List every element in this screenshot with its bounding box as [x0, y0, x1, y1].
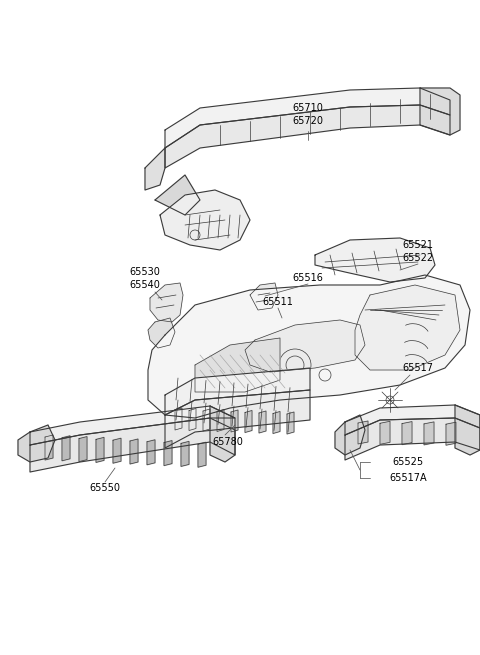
Text: 65525: 65525: [393, 457, 423, 467]
Polygon shape: [259, 411, 266, 433]
Polygon shape: [217, 409, 224, 432]
Polygon shape: [315, 238, 435, 282]
Polygon shape: [287, 412, 294, 434]
Polygon shape: [355, 285, 460, 370]
Polygon shape: [402, 422, 412, 445]
Polygon shape: [165, 390, 310, 448]
Polygon shape: [164, 441, 172, 466]
Text: 65720: 65720: [292, 116, 324, 126]
Text: 65517: 65517: [403, 363, 433, 373]
Text: 65517A: 65517A: [389, 473, 427, 483]
Polygon shape: [203, 409, 210, 431]
Polygon shape: [195, 338, 280, 392]
Polygon shape: [45, 435, 53, 460]
Polygon shape: [96, 438, 104, 462]
Polygon shape: [231, 410, 238, 432]
Polygon shape: [273, 411, 280, 434]
Polygon shape: [245, 320, 365, 372]
Polygon shape: [30, 406, 235, 445]
Polygon shape: [181, 441, 189, 466]
Polygon shape: [380, 421, 390, 444]
Text: 65550: 65550: [89, 483, 120, 493]
Polygon shape: [446, 422, 456, 445]
Text: 65780: 65780: [213, 437, 243, 447]
Polygon shape: [198, 442, 206, 467]
Polygon shape: [189, 409, 196, 430]
Text: 65522: 65522: [402, 253, 433, 263]
Text: 65540: 65540: [130, 280, 160, 290]
Polygon shape: [147, 440, 155, 465]
Polygon shape: [145, 148, 165, 190]
Text: 65511: 65511: [263, 297, 293, 307]
Polygon shape: [210, 406, 235, 462]
Polygon shape: [30, 418, 235, 472]
Polygon shape: [160, 190, 250, 250]
Polygon shape: [113, 438, 121, 463]
Polygon shape: [345, 405, 480, 435]
Polygon shape: [165, 105, 450, 168]
Polygon shape: [420, 88, 460, 135]
Polygon shape: [79, 437, 87, 462]
Polygon shape: [155, 175, 200, 215]
Polygon shape: [245, 411, 252, 432]
Polygon shape: [18, 425, 55, 462]
Polygon shape: [148, 275, 470, 418]
Polygon shape: [130, 439, 138, 464]
Polygon shape: [165, 88, 450, 148]
Polygon shape: [335, 415, 365, 455]
Polygon shape: [424, 422, 434, 445]
Polygon shape: [62, 436, 70, 461]
Polygon shape: [165, 368, 310, 415]
Polygon shape: [250, 283, 278, 310]
Polygon shape: [148, 318, 175, 348]
Text: 65516: 65516: [293, 273, 324, 283]
Polygon shape: [150, 283, 183, 322]
Text: 65710: 65710: [293, 103, 324, 113]
Polygon shape: [175, 408, 182, 430]
Polygon shape: [455, 405, 480, 455]
Polygon shape: [358, 421, 368, 444]
Polygon shape: [345, 418, 480, 460]
Text: 65530: 65530: [130, 267, 160, 277]
Text: 65521: 65521: [403, 240, 433, 250]
